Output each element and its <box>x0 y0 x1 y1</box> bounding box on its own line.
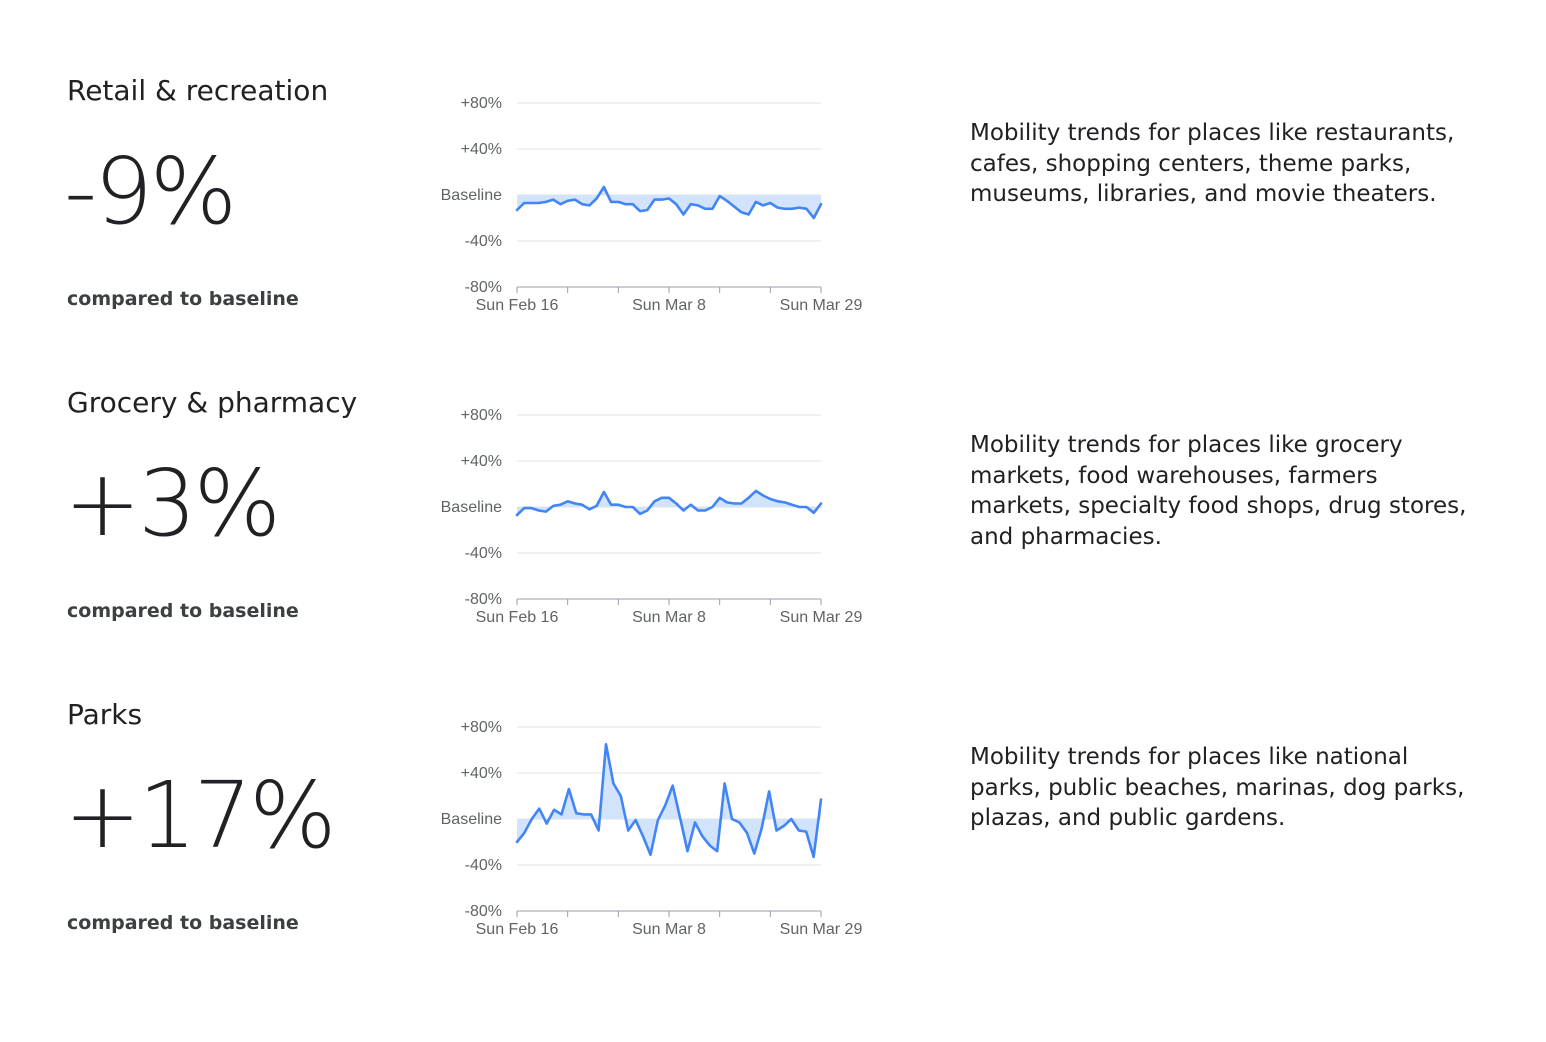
x-tick-label: Sun Mar 29 <box>780 609 863 626</box>
y-tick-label: +40% <box>461 141 502 158</box>
compared-label: compared to baseline <box>67 288 299 310</box>
mobility-chart-parks: +80% +40% Baseline -40% -80%Sun Feb 16 Sun Ma… <box>441 719 863 938</box>
category-description: Mobility trends for places like national… <box>970 744 1465 831</box>
y-tick-label: -40% <box>465 857 502 874</box>
category-description: Mobility trends for places like restaura… <box>970 120 1455 207</box>
section-title: Parks <box>67 698 143 731</box>
y-tick-label: Baseline <box>441 499 502 516</box>
y-tick-label: -80% <box>465 591 502 608</box>
section-grocery: Grocery & pharmacy +3% compared to basel… <box>0 330 1546 642</box>
y-tick-label: -80% <box>465 903 502 920</box>
percent-value: -9% <box>64 138 237 245</box>
y-tick-label: +80% <box>461 719 502 736</box>
x-tick-label: Sun Feb 16 <box>476 921 559 938</box>
category-description: Mobility trends for places like grocery … <box>970 432 1467 550</box>
series-line <box>515 742 823 859</box>
section-title: Grocery & pharmacy <box>67 386 358 419</box>
section-retail: Retail & recreation -9% compared to base… <box>0 18 1546 330</box>
x-tick-label: Sun Mar 29 <box>780 297 863 314</box>
y-tick-label: +80% <box>461 95 502 112</box>
y-tick-label: -80% <box>465 279 502 296</box>
y-tick-label: +40% <box>461 453 502 470</box>
compared-label: compared to baseline <box>67 600 299 622</box>
compared-label: compared to baseline <box>67 912 299 934</box>
x-tick-label: Sun Mar 8 <box>632 921 706 938</box>
series-area <box>517 490 821 515</box>
x-tick-label: Sun Mar 29 <box>780 921 863 938</box>
y-tick-label: -40% <box>465 545 502 562</box>
y-tick-label: +40% <box>461 765 502 782</box>
y-tick-label: +80% <box>461 407 502 424</box>
series-area <box>517 744 821 857</box>
y-tick-label: Baseline <box>441 811 502 828</box>
x-tick-label: Sun Mar 8 <box>632 609 706 626</box>
section-parks: Parks +17% compared to baseline +80% +40%… <box>0 642 1546 954</box>
x-tick-label: Sun Feb 16 <box>476 609 559 626</box>
percent-value: +3% <box>64 450 281 557</box>
x-tick-label: Sun Feb 16 <box>476 297 559 314</box>
y-tick-label: Baseline <box>441 187 502 204</box>
percent-value: +17% <box>64 762 337 869</box>
mobility-chart-retail: +80% +40% Baseline -40% -80%Sun Feb 16 Sun Ma… <box>441 95 863 314</box>
mobility-chart-grocery: +80% +40% Baseline -40% -80%Sun Feb 16 Sun Ma… <box>441 407 863 626</box>
section-title: Retail & recreation <box>67 74 329 107</box>
y-tick-label: -40% <box>465 233 502 250</box>
series-area <box>517 187 821 218</box>
x-tick-label: Sun Mar 8 <box>632 297 706 314</box>
